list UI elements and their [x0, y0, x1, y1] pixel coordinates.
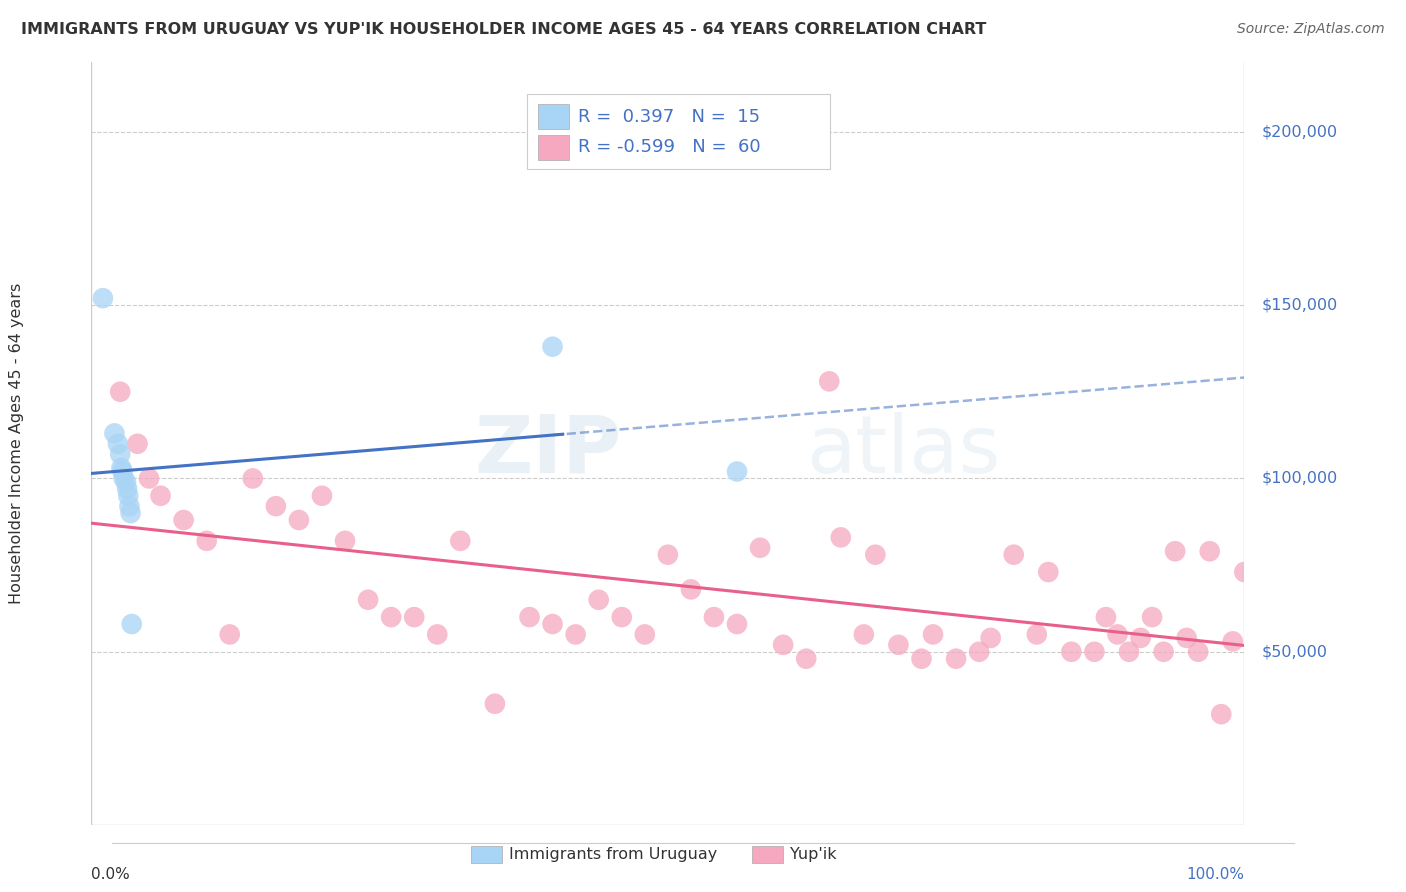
Point — [311, 489, 333, 503]
Point — [380, 610, 402, 624]
Text: $200,000: $200,000 — [1261, 124, 1337, 139]
Point — [818, 375, 841, 389]
Point — [541, 340, 564, 354]
Text: R = -0.599   N =  60: R = -0.599 N = 60 — [578, 138, 761, 156]
Text: 100.0%: 100.0% — [1187, 867, 1244, 881]
Text: $150,000: $150,000 — [1261, 298, 1339, 312]
Text: Source: ZipAtlas.com: Source: ZipAtlas.com — [1237, 22, 1385, 37]
Point — [120, 506, 142, 520]
Point — [1060, 645, 1083, 659]
Point — [1083, 645, 1105, 659]
Point — [1187, 645, 1209, 659]
Point — [110, 447, 132, 461]
Point — [772, 638, 794, 652]
Text: Yup'ik: Yup'ik — [790, 847, 837, 862]
Point — [288, 513, 311, 527]
Text: IMMIGRANTS FROM URUGUAY VS YUP'IK HOUSEHOLDER INCOME AGES 45 - 64 YEARS CORRELAT: IMMIGRANTS FROM URUGUAY VS YUP'IK HOUSEH… — [21, 22, 987, 37]
Point — [1038, 565, 1060, 579]
Point — [980, 631, 1002, 645]
Text: 0.0%: 0.0% — [91, 867, 131, 881]
Point — [967, 645, 990, 659]
Point — [1198, 544, 1220, 558]
Point — [449, 533, 471, 548]
Point — [679, 582, 702, 597]
Point — [1153, 645, 1175, 659]
Point — [111, 465, 134, 479]
Point — [110, 384, 132, 399]
Point — [103, 426, 125, 441]
Point — [426, 627, 449, 641]
Point — [118, 499, 141, 513]
Text: R =  0.397   N =  15: R = 0.397 N = 15 — [578, 108, 761, 126]
Point — [794, 651, 817, 665]
Point — [127, 436, 149, 450]
Point — [1118, 645, 1140, 659]
Text: atlas: atlas — [806, 412, 1001, 490]
Point — [1025, 627, 1047, 641]
Point — [519, 610, 541, 624]
Point — [610, 610, 633, 624]
Point — [333, 533, 356, 548]
Point — [117, 489, 139, 503]
Point — [749, 541, 772, 555]
Point — [1140, 610, 1163, 624]
Point — [910, 651, 932, 665]
Point — [138, 471, 160, 485]
Point — [657, 548, 679, 562]
Point — [588, 592, 610, 607]
Point — [725, 465, 748, 479]
Point — [830, 530, 852, 544]
Point — [865, 548, 887, 562]
Point — [564, 627, 586, 641]
Point — [922, 627, 945, 641]
Point — [110, 461, 132, 475]
Point — [1244, 645, 1267, 659]
Point — [1107, 627, 1129, 641]
Point — [1233, 565, 1256, 579]
Point — [357, 592, 380, 607]
Point — [107, 436, 129, 450]
Point — [1175, 631, 1198, 645]
Text: Householder Income Ages 45 - 64 years: Householder Income Ages 45 - 64 years — [8, 283, 24, 605]
Point — [1222, 634, 1244, 648]
Point — [541, 617, 564, 632]
Point — [725, 617, 748, 632]
Point — [91, 291, 114, 305]
Point — [1211, 707, 1233, 722]
Point — [242, 471, 264, 485]
Point — [404, 610, 426, 624]
Point — [115, 475, 138, 489]
Point — [1129, 631, 1152, 645]
Point — [887, 638, 910, 652]
Text: $100,000: $100,000 — [1261, 471, 1339, 486]
Point — [1002, 548, 1025, 562]
Point — [218, 627, 240, 641]
Point — [1095, 610, 1118, 624]
Point — [634, 627, 657, 641]
Point — [112, 471, 135, 485]
Point — [945, 651, 967, 665]
Point — [173, 513, 195, 527]
Point — [484, 697, 506, 711]
Point — [195, 533, 218, 548]
Point — [264, 499, 287, 513]
Text: ZIP: ZIP — [474, 412, 621, 490]
Point — [703, 610, 725, 624]
Text: $50,000: $50,000 — [1261, 644, 1327, 659]
Point — [852, 627, 875, 641]
Point — [1164, 544, 1187, 558]
Point — [115, 482, 138, 496]
Point — [149, 489, 172, 503]
Text: Immigrants from Uruguay: Immigrants from Uruguay — [509, 847, 717, 862]
Point — [121, 617, 143, 632]
